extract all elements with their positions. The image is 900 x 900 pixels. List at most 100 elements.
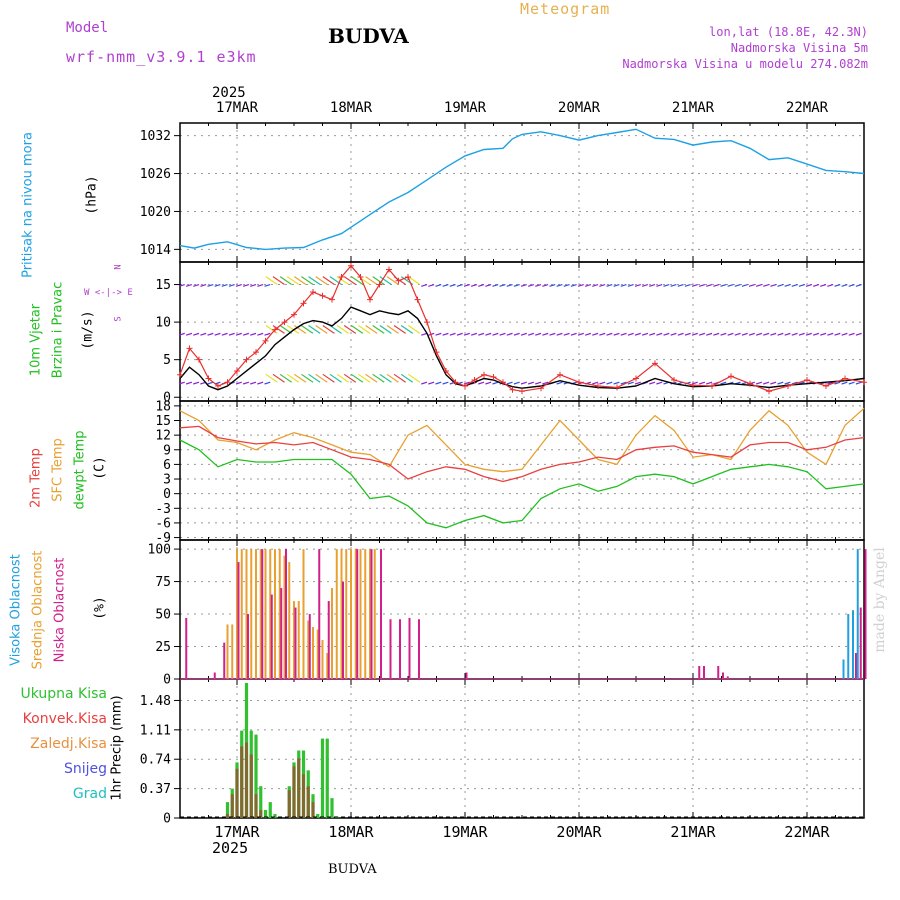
cloud-bar xyxy=(316,629,319,679)
cloud-bar xyxy=(240,549,243,679)
wind-gust-marker xyxy=(538,385,544,392)
wind-arrow xyxy=(663,332,670,336)
cloud-bar xyxy=(373,549,376,679)
wind-arrow xyxy=(841,332,848,336)
wind-gust-marker xyxy=(804,376,810,383)
wind-gust-marker xyxy=(842,375,848,382)
wind-arrow xyxy=(428,283,435,287)
cloud-bar xyxy=(318,549,321,679)
precip-conv-bar xyxy=(230,794,234,818)
wind-arrow xyxy=(606,332,613,336)
cloud-bar xyxy=(399,619,401,679)
wind-arrow xyxy=(242,283,250,287)
cloud-bar xyxy=(213,672,216,679)
cloud-bar xyxy=(250,549,253,679)
wind-gust-marker xyxy=(262,337,269,344)
wind-arrow xyxy=(379,373,392,383)
wind-arrow xyxy=(329,373,342,383)
wind-arrow xyxy=(812,332,820,336)
pressure-ytick-label: 1020 xyxy=(140,205,171,220)
wind-arrow xyxy=(763,283,770,287)
wind-gust-marker xyxy=(243,356,250,363)
wind-arrow xyxy=(336,276,349,286)
wind-arrow xyxy=(734,283,741,287)
cloud-panel: 100 75 50 25 0 xyxy=(148,539,865,688)
precip-legend-total: Ukupna Kisa xyxy=(20,686,107,702)
precip-total-bar xyxy=(320,738,325,818)
wind-arrow xyxy=(656,332,663,336)
wind-arrow xyxy=(855,332,862,336)
wind-arrow xyxy=(656,381,663,385)
pressure-panel: 1032 1026 1020 1014 xyxy=(140,122,865,263)
wind-arrow xyxy=(791,381,798,385)
cloud-bar xyxy=(859,607,862,679)
wind-arrow xyxy=(428,381,435,385)
precip-conv-bar xyxy=(259,810,263,818)
wind-arrow xyxy=(407,276,421,286)
wind-arrow xyxy=(442,283,449,287)
wind-arrow xyxy=(848,283,855,287)
temp-ytick-label: 0 xyxy=(163,487,171,502)
cloud-bar xyxy=(847,614,850,679)
wind-arrow xyxy=(592,332,599,336)
wind-arrow xyxy=(613,283,620,287)
wind-arrow xyxy=(178,332,185,336)
wind-arrow xyxy=(563,332,570,336)
wind-arrow xyxy=(286,276,300,286)
pressure-frame xyxy=(179,122,865,263)
wind-arrow xyxy=(784,332,791,336)
wind-arrow xyxy=(350,373,364,383)
wind-arrow xyxy=(470,283,478,287)
wind-arrow xyxy=(372,276,385,286)
wind-arrow xyxy=(207,332,214,336)
cloud-bar xyxy=(237,562,240,679)
wind-arrow xyxy=(336,324,349,334)
temp-frame xyxy=(179,400,865,541)
cloud-bar xyxy=(223,642,226,679)
top-year-label: 2025 xyxy=(212,85,246,101)
wind-arrow xyxy=(322,276,335,286)
wind-arrow xyxy=(250,332,257,336)
cloud-bar xyxy=(285,549,287,679)
cloud-bar xyxy=(236,549,238,679)
wind-arrow xyxy=(221,283,228,287)
wind-arrow xyxy=(449,332,456,336)
elevation-label: Nadmorska Visina 5m xyxy=(730,41,868,55)
cloud-bar xyxy=(274,549,276,679)
wind-gust-marker xyxy=(509,386,516,393)
wind-arrow xyxy=(242,381,250,385)
wind-arrow xyxy=(834,332,841,336)
wind-arrow xyxy=(200,283,207,287)
temp-2m-line xyxy=(179,425,865,483)
bottom-day-label: 17MAR xyxy=(214,823,260,841)
wind-arrow xyxy=(770,381,777,385)
wind-gust-marker xyxy=(205,375,212,382)
wind-arrow xyxy=(527,381,535,385)
cloud-bar xyxy=(247,614,249,679)
wind-arrow xyxy=(827,283,834,287)
wind-gust-marker xyxy=(224,379,231,386)
wind-gust-marker xyxy=(652,360,658,367)
wind-arrow xyxy=(549,332,556,336)
wind-arrow xyxy=(400,373,414,383)
precip-total-bar xyxy=(316,814,320,818)
cloud-bar xyxy=(302,549,305,679)
wind-gust-marker xyxy=(319,292,326,299)
wind-arrow xyxy=(293,373,307,383)
wind-arrow xyxy=(720,332,727,336)
cloud-bar xyxy=(185,617,188,679)
wind-arrow xyxy=(185,283,193,287)
wind-arrow xyxy=(812,283,820,287)
wind-arrow xyxy=(798,283,805,287)
wind-arrow xyxy=(379,324,392,334)
cloud-bar xyxy=(852,610,854,679)
wind-arrow xyxy=(358,324,371,334)
wind-arrow xyxy=(435,332,442,336)
wind-gust-marker xyxy=(471,376,478,383)
wind-arrow xyxy=(784,283,791,287)
wind-arrow xyxy=(634,332,641,336)
wind-arrow xyxy=(535,283,542,287)
precip-conv-bar xyxy=(225,814,230,818)
cloud-bar xyxy=(307,620,310,679)
wind-arrow xyxy=(499,332,506,336)
